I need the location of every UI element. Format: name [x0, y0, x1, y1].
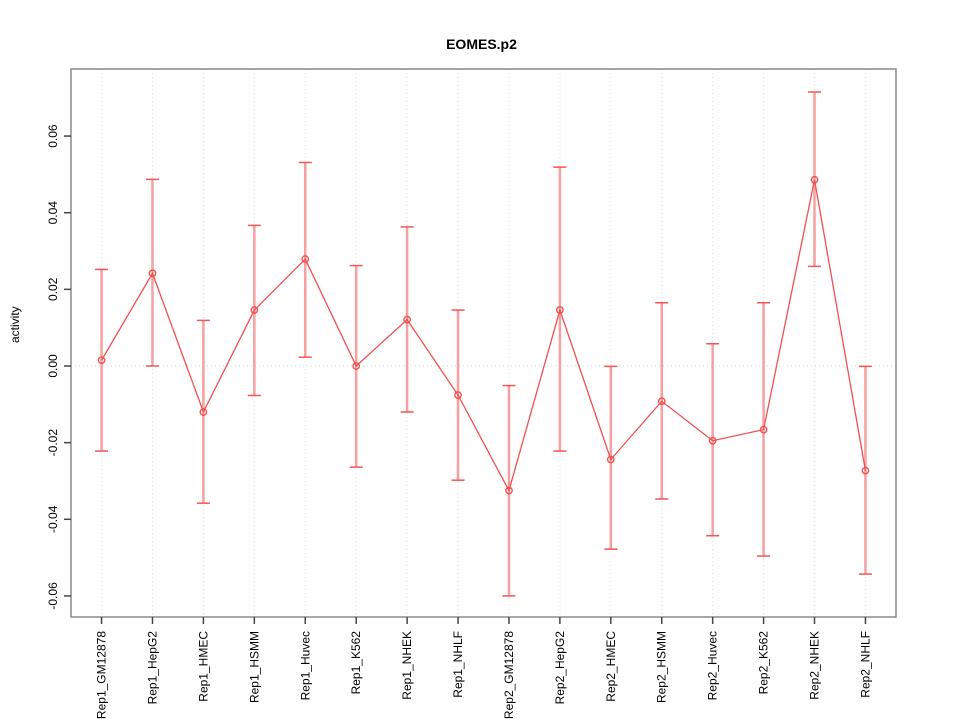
x-tick-label: Rep1_NHLF [451, 631, 465, 698]
x-tick-label: Rep2_Huvec [706, 631, 720, 700]
data-point-marker [454, 391, 462, 400]
x-tick-label: Rep2_NHEK [808, 631, 822, 700]
x-tick-label: Rep1_K562 [349, 631, 363, 695]
data-point-marker [606, 455, 615, 464]
y-tick-label: 0.06 [46, 124, 60, 148]
y-tick-label: -0.04 [46, 505, 60, 533]
x-tick-label: Rep2_HMEC [604, 631, 618, 702]
data-point-marker [148, 269, 157, 278]
data-point-marker [199, 408, 208, 416]
x-tick-label: Rep2_GM12878 [502, 631, 516, 719]
data-point-marker [505, 486, 513, 495]
x-tick-label: Rep1_HMEC [196, 631, 210, 702]
x-tick-label: Rep2_NHLF [858, 631, 872, 698]
x-tick-label: Rep1_Huvec [298, 631, 312, 700]
y-tick-label: -0.06 [46, 582, 60, 610]
plot-border [70, 68, 897, 618]
x-tick-label: Rep2_K562 [757, 631, 771, 695]
x-tick-label: Rep1_NHEK [400, 631, 414, 700]
series-line [100, 179, 867, 493]
x-tick-label: Rep1_GM12878 [95, 631, 109, 719]
data-point-marker [657, 397, 666, 406]
data-point-marker [810, 175, 819, 184]
x-tick-label: Rep2_HSMM [655, 631, 669, 703]
y-tick-label: 0.04 [46, 201, 60, 225]
data-point-marker [301, 255, 310, 263]
y-tick-label: 0.00 [46, 354, 60, 378]
y-tick-label: -0.02 [46, 429, 60, 457]
data-point-marker [555, 306, 564, 314]
data-point-marker [403, 315, 412, 324]
x-tick-label: Rep2_HepG2 [553, 631, 567, 705]
x-tick-label: Rep1_HepG2 [145, 631, 159, 705]
data-point-marker [97, 356, 106, 365]
chart-title: EOMES.p2 [446, 36, 517, 52]
data-point-marker [759, 425, 768, 434]
y-tick-label: 0.02 [46, 277, 60, 301]
x-tick-label: Rep1_HSMM [247, 631, 261, 703]
data-point-marker [861, 466, 870, 475]
data-point-marker [352, 362, 361, 370]
data-point-marker [250, 306, 259, 314]
data-point-marker [708, 436, 717, 445]
